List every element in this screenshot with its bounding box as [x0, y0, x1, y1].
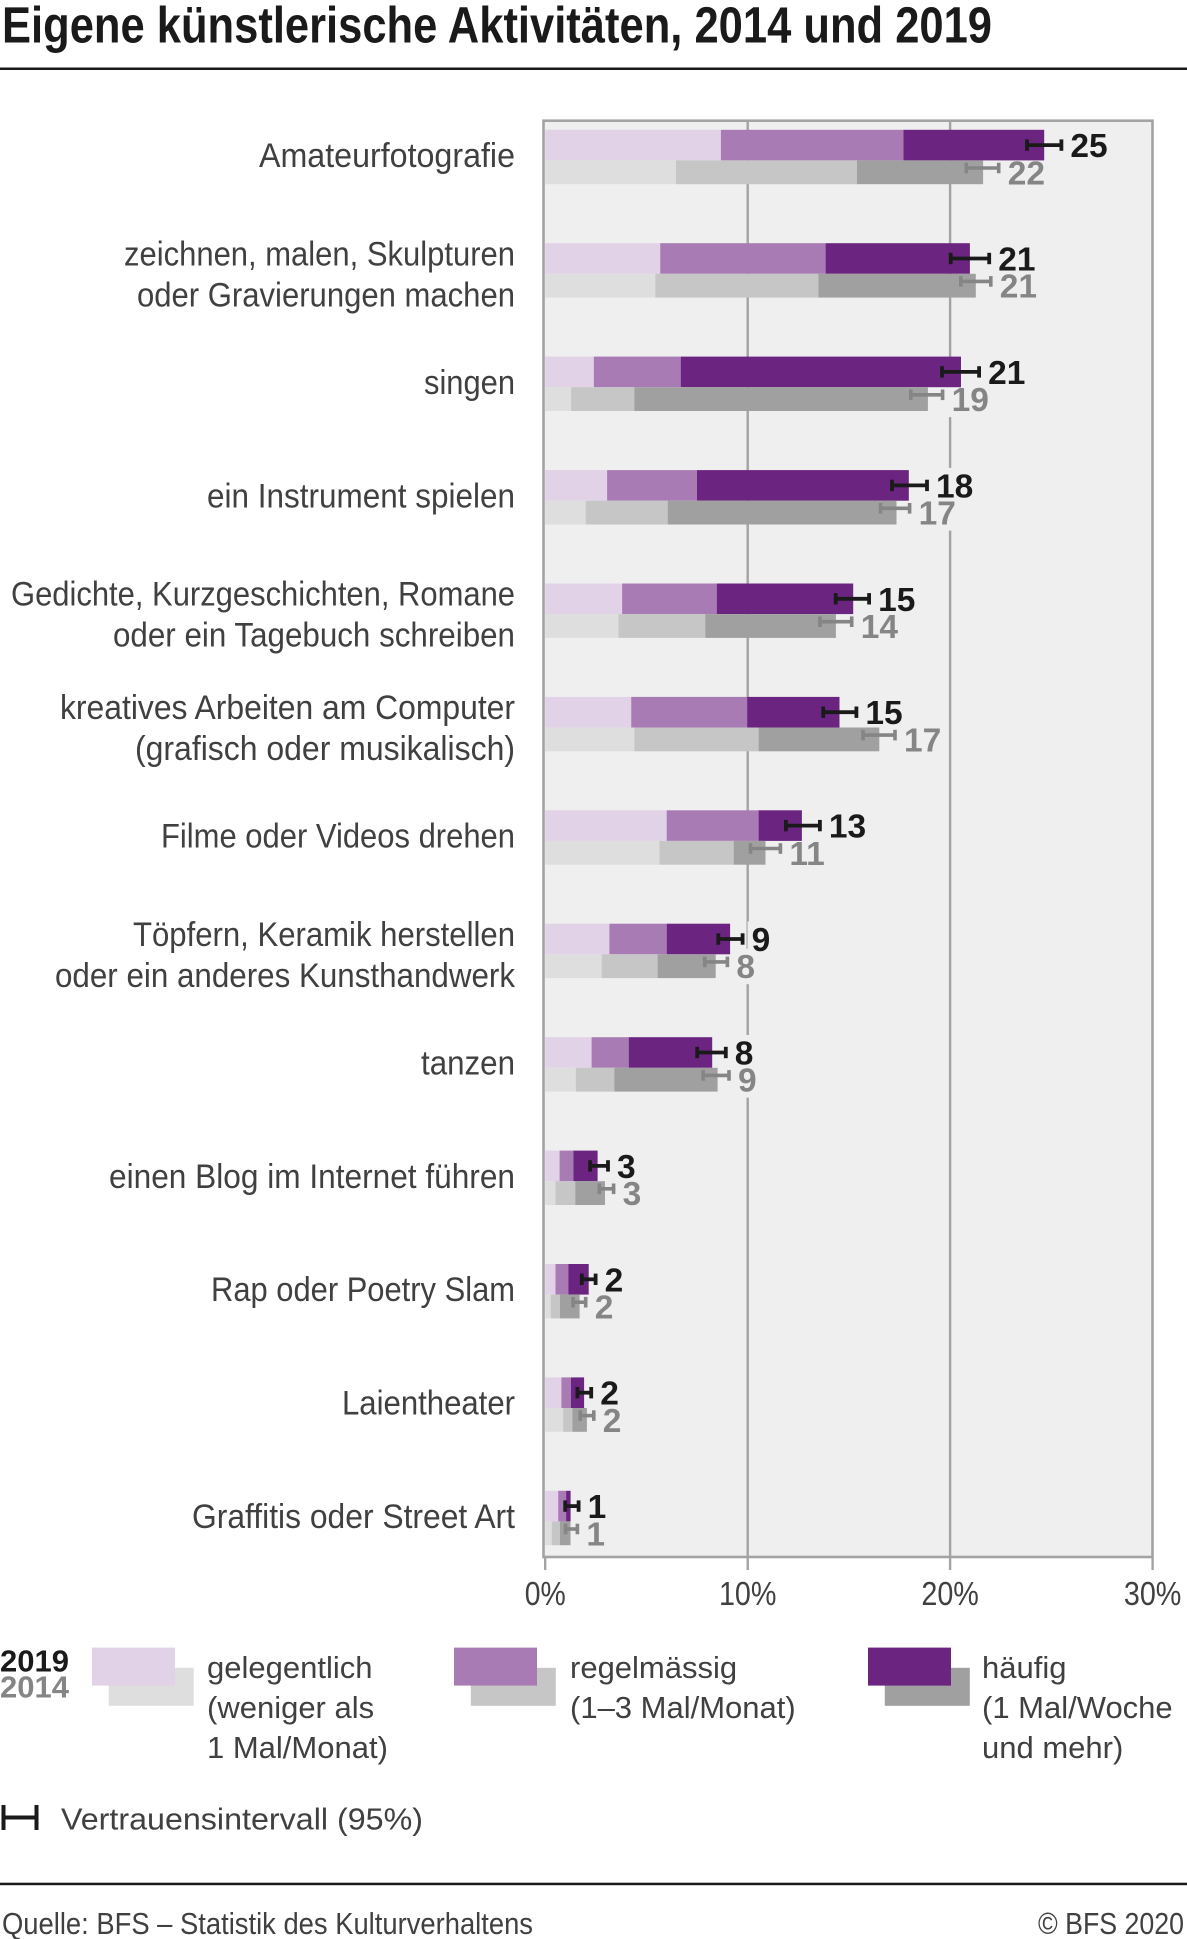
svg-text:17: 17	[919, 496, 956, 533]
svg-text:singen: singen	[424, 364, 515, 402]
svg-text:9: 9	[738, 1063, 757, 1100]
svg-text:oder ein Tagebuch schreiben: oder ein Tagebuch schreiben	[113, 617, 515, 655]
svg-text:8: 8	[735, 1036, 754, 1073]
svg-text:Töpfern, Keramik herstellen: Töpfern, Keramik herstellen	[133, 916, 515, 954]
svg-text:15: 15	[878, 582, 915, 619]
svg-text:19: 19	[952, 382, 989, 419]
svg-text:2: 2	[595, 1290, 614, 1327]
svg-text:30%: 30%	[1124, 1575, 1182, 1612]
svg-text:Rap oder Poetry Slam: Rap oder Poetry Slam	[211, 1271, 515, 1309]
svg-text:2019: 2019	[0, 1644, 69, 1679]
svg-text:Filme oder Videos drehen: Filme oder Videos drehen	[161, 818, 515, 856]
svg-text:Eigene künstlerische Aktivität: Eigene künstlerische Aktivitäten, 2014 u…	[2, 0, 992, 54]
svg-text:gelegentlich: gelegentlich	[207, 1650, 372, 1685]
svg-text:tanzen: tanzen	[421, 1044, 515, 1082]
svg-text:einen Blog im Internet führen: einen Blog im Internet führen	[109, 1158, 515, 1196]
svg-text:häufig: häufig	[982, 1650, 1066, 1685]
svg-text:oder ein anderes Kunsthandwerk: oder ein anderes Kunsthandwerk	[55, 957, 516, 995]
svg-text:10%: 10%	[719, 1575, 777, 1612]
svg-text:(1 Mal/Woche: (1 Mal/Woche	[982, 1690, 1173, 1725]
svg-text:2: 2	[600, 1376, 619, 1413]
svg-text:3: 3	[617, 1149, 636, 1186]
svg-text:11: 11	[789, 836, 824, 873]
svg-text:8: 8	[736, 949, 755, 986]
svg-text:21: 21	[1000, 269, 1037, 306]
svg-text:Laientheater: Laientheater	[342, 1385, 515, 1423]
svg-text:3: 3	[623, 1176, 642, 1213]
svg-text:13: 13	[829, 809, 866, 846]
svg-text:oder Gravierungen machen: oder Gravierungen machen	[137, 276, 515, 314]
svg-text:17: 17	[904, 722, 941, 759]
svg-text:zeichnen, malen, Skulpturen: zeichnen, malen, Skulpturen	[124, 235, 515, 273]
svg-text:kreatives Arbeiten am Computer: kreatives Arbeiten am Computer	[60, 689, 515, 727]
svg-text:Gedichte, Kurzgeschichten, Rom: Gedichte, Kurzgeschichten, Romane	[11, 576, 515, 614]
svg-text:2014: 2014	[0, 1670, 70, 1705]
svg-text:Graffitis oder Street Art: Graffitis oder Street Art	[192, 1498, 516, 1536]
svg-text:regelmässig: regelmässig	[570, 1650, 737, 1685]
svg-text:0%: 0%	[525, 1575, 566, 1612]
svg-text:9: 9	[752, 922, 771, 959]
svg-text:14: 14	[861, 609, 899, 646]
svg-text:1: 1	[588, 1489, 607, 1526]
svg-text:(grafisch oder musikalisch): (grafisch oder musikalisch)	[135, 730, 515, 768]
svg-text:(1–3 Mal/Monat): (1–3 Mal/Monat)	[570, 1690, 796, 1725]
svg-text:20%: 20%	[921, 1575, 979, 1612]
svg-text:1 Mal/Monat): 1 Mal/Monat)	[207, 1730, 388, 1765]
svg-text:Vertrauensintervall (95%): Vertrauensintervall (95%)	[61, 1802, 423, 1837]
svg-text:21: 21	[998, 242, 1035, 279]
svg-text:18: 18	[936, 468, 973, 505]
svg-text:(weniger als: (weniger als	[207, 1690, 374, 1725]
svg-text:22: 22	[1008, 155, 1045, 192]
svg-text:2: 2	[603, 1403, 622, 1440]
svg-text:1: 1	[586, 1516, 605, 1553]
svg-text:Amateurfotografie: Amateurfotografie	[259, 137, 515, 175]
svg-text:25: 25	[1070, 128, 1107, 165]
svg-text:und mehr): und mehr)	[982, 1730, 1123, 1765]
svg-text:ein Instrument spielen: ein Instrument spielen	[207, 477, 515, 515]
svg-text:2: 2	[605, 1262, 624, 1299]
svg-text:15: 15	[865, 695, 902, 732]
svg-text:© BFS 2020: © BFS 2020	[1038, 1906, 1184, 1939]
svg-text:21: 21	[988, 355, 1025, 392]
svg-text:Quelle: BFS – Statistik des Ku: Quelle: BFS – Statistik des Kulturverhal…	[2, 1906, 533, 1939]
